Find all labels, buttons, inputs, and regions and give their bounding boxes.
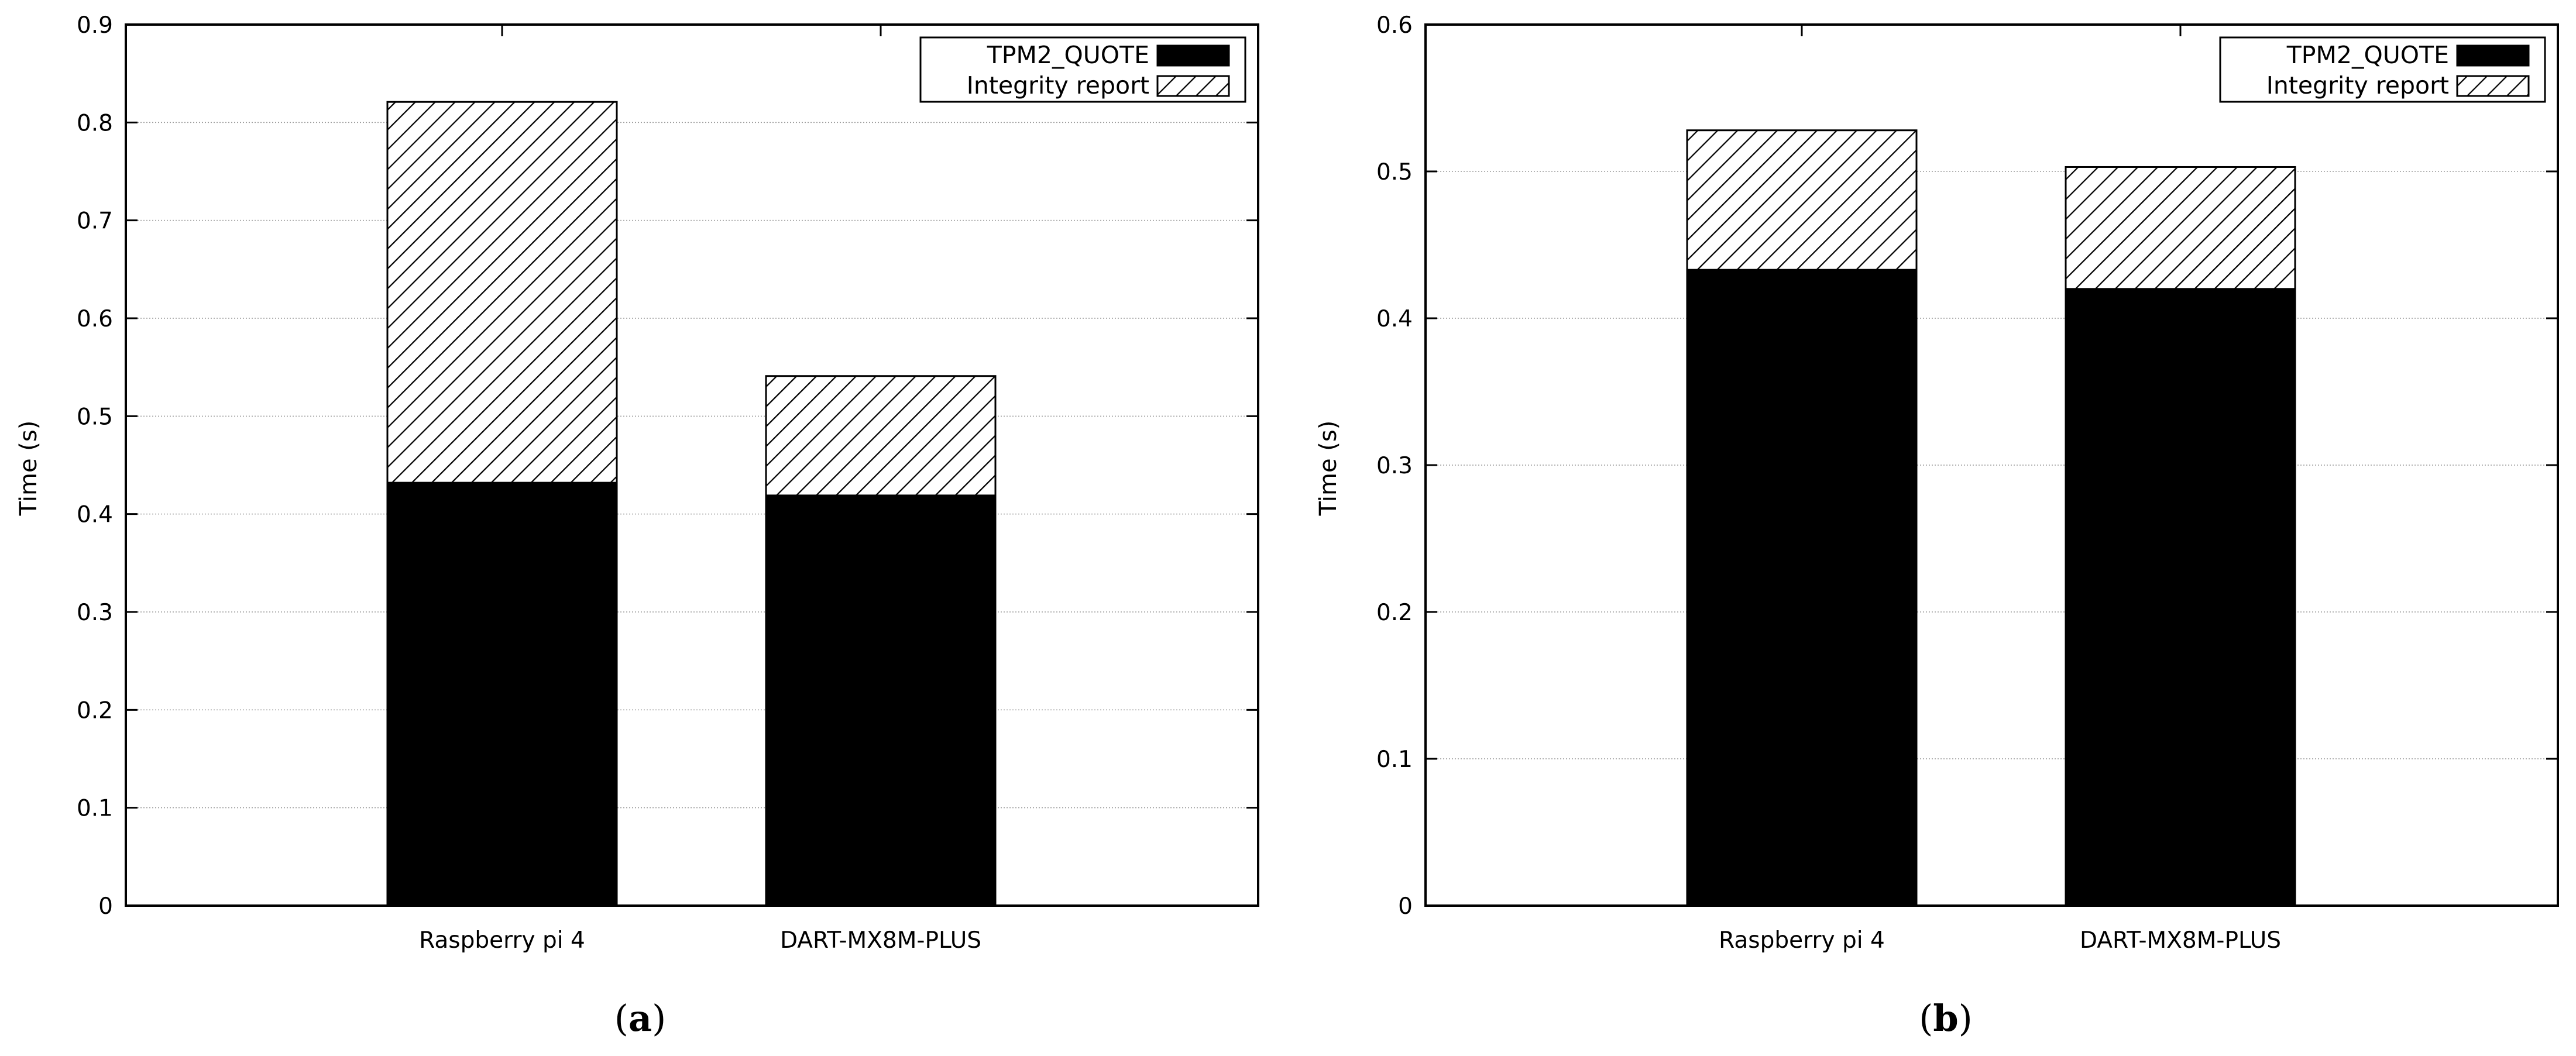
y-tick-label: 0.8 bbox=[77, 110, 113, 136]
legend-swatch-tpm2-quote bbox=[2456, 44, 2530, 67]
plot-frame bbox=[125, 23, 1259, 907]
legend-label-tpm2-quote: TPM2_QUOTE bbox=[2286, 41, 2449, 69]
chart-panel-b: Time (s) (b) 0 0.1 0.2 0.3 0.4 0.5 0.6 Raspberr… bbox=[1315, 12, 2559, 1040]
y-tick-label: 0.7 bbox=[77, 208, 113, 235]
y-tick-label: 0.1 bbox=[1376, 747, 1413, 773]
bar-tpm2-quote bbox=[386, 481, 618, 907]
legend-swatch-integrity-report bbox=[2456, 75, 2530, 97]
y-tick-label: 0.6 bbox=[1376, 12, 1413, 39]
y-tick-label: 0.3 bbox=[77, 600, 113, 626]
bar-tpm2-quote bbox=[2065, 288, 2296, 907]
x-tick-label: Raspberry pi 4 bbox=[419, 927, 585, 954]
y-axis-label: Time (s) bbox=[1315, 421, 1342, 517]
legend-label-tpm2-quote: TPM2_QUOTE bbox=[987, 41, 1149, 69]
panel-label-b-letter: b bbox=[1933, 997, 1958, 1040]
y-tick-label: 0.1 bbox=[77, 796, 113, 822]
bar-integrity-report bbox=[2065, 166, 2296, 290]
y-tick-label: 0.2 bbox=[77, 697, 113, 724]
y-tick-label: 0.4 bbox=[77, 502, 113, 528]
y-tick-label: 0.3 bbox=[1376, 453, 1413, 479]
y-tick-label: 0 bbox=[1398, 893, 1413, 920]
y-tick-label: 0.2 bbox=[1376, 600, 1413, 626]
x-tick-label: Raspberry pi 4 bbox=[1719, 927, 1885, 954]
panel-label-a-letter: a bbox=[628, 997, 652, 1040]
y-tick-label: 0.5 bbox=[1376, 159, 1413, 185]
legend-swatch-tpm2-quote bbox=[1156, 44, 1230, 67]
bar-integrity-report bbox=[1686, 129, 1918, 271]
x-tick-label: DART-MX8M-PLUS bbox=[780, 927, 981, 954]
bar-tpm2-quote bbox=[1686, 269, 1918, 907]
legend-label-integrity-report: Integrity report bbox=[967, 71, 1149, 99]
legend-label-integrity-report: Integrity report bbox=[2266, 71, 2449, 99]
bar-tpm2-quote bbox=[765, 494, 997, 907]
y-tick-label: 0.5 bbox=[77, 404, 113, 430]
panel-label-a: (a) bbox=[614, 997, 667, 1040]
bar-integrity-report bbox=[765, 375, 997, 497]
panel-label-b: (b) bbox=[1919, 997, 1973, 1040]
plot-frame bbox=[1424, 23, 2559, 907]
bar-integrity-report bbox=[386, 101, 618, 484]
y-tick-label: 0.9 bbox=[77, 12, 113, 39]
chart-panel-a: Time (s) (a) 0 0.1 0.2 0.3 0.4 0.5 0.6 0.7 0.8 0.… bbox=[15, 12, 1259, 1040]
y-tick-label: 0.6 bbox=[77, 306, 113, 332]
y-tick-label: 0.4 bbox=[1376, 306, 1413, 332]
x-tick-label: DART-MX8M-PLUS bbox=[2080, 927, 2281, 954]
y-tick-label: 0 bbox=[98, 893, 113, 920]
legend-swatch-integrity-report bbox=[1156, 75, 1230, 97]
y-axis-label: Time (s) bbox=[15, 421, 42, 517]
